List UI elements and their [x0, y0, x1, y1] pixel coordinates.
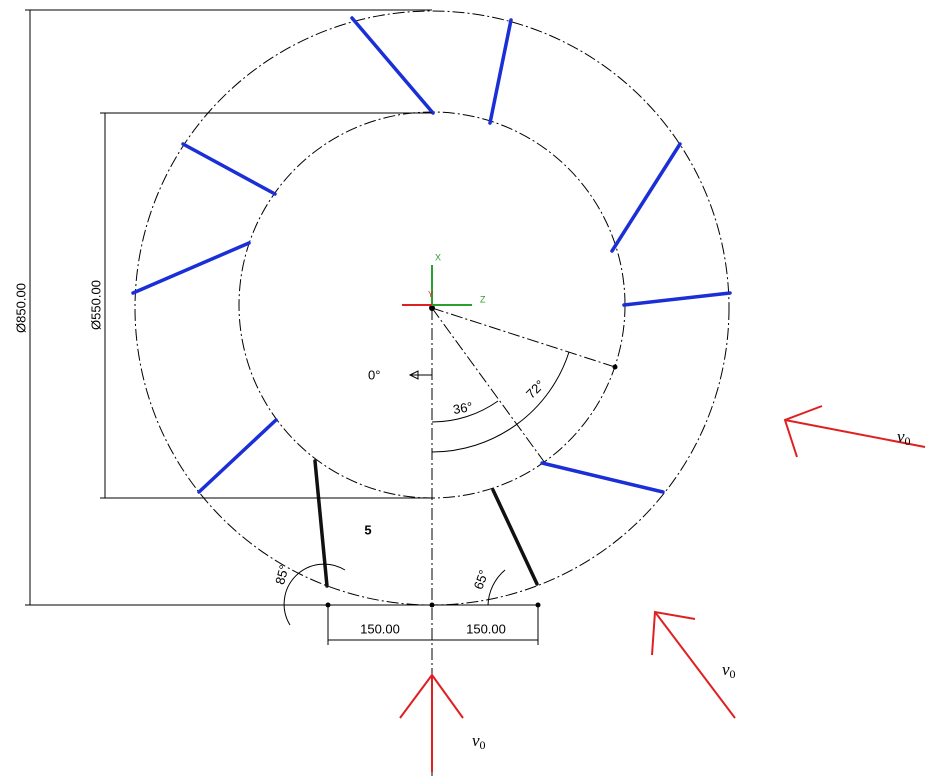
dimension-label: 150.00 [466, 621, 506, 636]
angle-label: 85° [272, 563, 292, 586]
arrow-marker [408, 370, 419, 380]
angle-label: 72° [523, 377, 548, 402]
blade [197, 418, 278, 494]
blade [622, 291, 732, 307]
blade [488, 18, 513, 125]
blade [313, 459, 329, 588]
blade [491, 488, 539, 586]
ref-line [431, 307, 546, 464]
blade [610, 142, 682, 253]
flow-arrow [783, 405, 926, 458]
dimension-label: 150.00 [360, 621, 400, 636]
flow-arrow [399, 673, 464, 772]
angle-arc [431, 351, 570, 453]
angle-arc [431, 400, 499, 423]
blade [181, 142, 277, 196]
flow-arrow [651, 610, 736, 719]
axis-label: Y [428, 290, 434, 299]
points [325, 305, 618, 608]
velocity-label: v0 [897, 427, 911, 448]
dimension-label: Ø550.00 [88, 280, 103, 330]
dimension-label: Ø850.00 [13, 283, 28, 333]
axis-label: X [435, 252, 441, 262]
blade [540, 461, 665, 494]
blades [131, 16, 732, 588]
axis-label: Z [480, 294, 486, 304]
blade [350, 16, 435, 115]
angle-arc [283, 563, 346, 626]
angle-label: 36° [452, 399, 474, 417]
blade-label: 5 [364, 522, 371, 537]
velocity-label: v0 [472, 731, 486, 752]
ref-line [431, 307, 616, 368]
angle-label: 65° [471, 568, 492, 592]
blade [131, 241, 251, 295]
velocity-label: v0 [722, 660, 736, 681]
angle-label: 0° [368, 367, 380, 382]
angle-arc [487, 569, 506, 606]
